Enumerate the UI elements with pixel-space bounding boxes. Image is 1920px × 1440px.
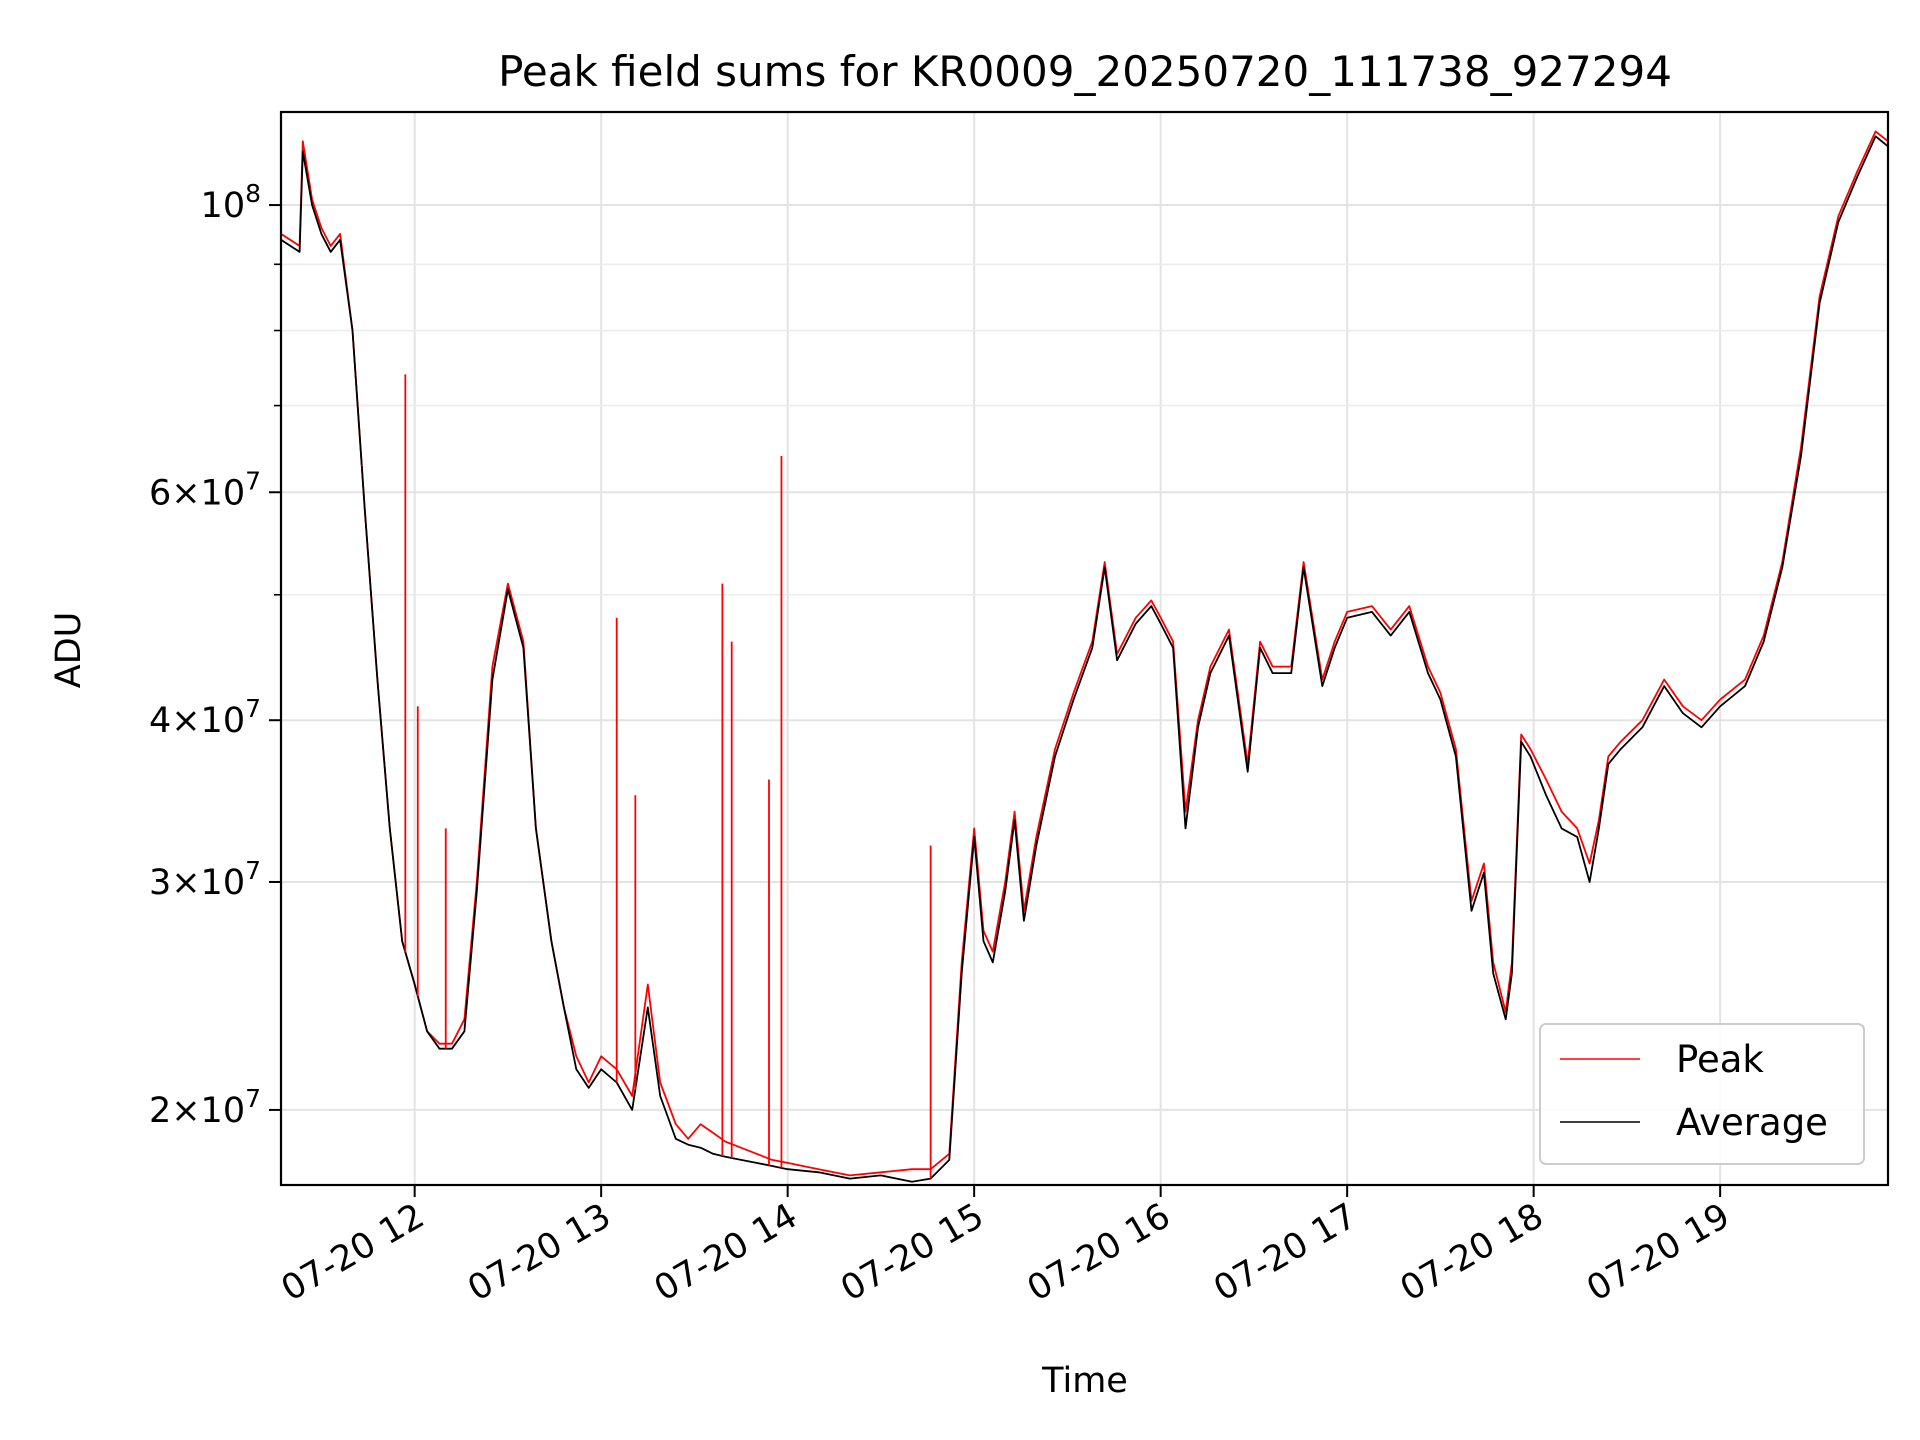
y-tick-label: 6×107	[149, 466, 261, 513]
chart-title: Peak field sums for KR0009_20250720_1117…	[498, 47, 1672, 96]
y-tick-mantissa: 6	[149, 473, 171, 513]
legend-peak-label: Peak	[1676, 1038, 1764, 1081]
y-tick-mantissa: 4	[149, 701, 171, 741]
y-tick-label: 4×107	[149, 694, 261, 741]
legend-average-label: Average	[1676, 1101, 1828, 1144]
y-tick-mantissa: 2	[149, 1091, 171, 1131]
plot-frame	[279, 110, 1890, 1187]
series-line-average	[281, 135, 1888, 1183]
y-tick-exponent: 7	[245, 694, 261, 723]
legend: Peak Average	[1539, 1023, 1865, 1165]
grid	[281, 112, 1888, 1185]
y-tick-exponent: 8	[245, 179, 261, 208]
y-tick-label: 3×107	[149, 856, 261, 903]
y-tick-exponent: 7	[245, 856, 261, 885]
plot-area	[281, 130, 1888, 1183]
y-axis-title: ADU	[49, 612, 89, 689]
series-line-peak	[281, 130, 1888, 1177]
y-tick-mantissa: 3	[149, 863, 171, 903]
y-tick-label: 2×107	[149, 1084, 261, 1131]
y-tick-exponent: 7	[245, 466, 261, 495]
x-axis-title: Time	[1041, 1361, 1128, 1401]
series-layer	[281, 130, 1888, 1183]
y-tick-label: 108	[201, 179, 261, 226]
y-axis: 108 6×107 4×107 3×107 2×107	[149, 179, 281, 1131]
y-tick-exponent: 7	[245, 1084, 261, 1113]
